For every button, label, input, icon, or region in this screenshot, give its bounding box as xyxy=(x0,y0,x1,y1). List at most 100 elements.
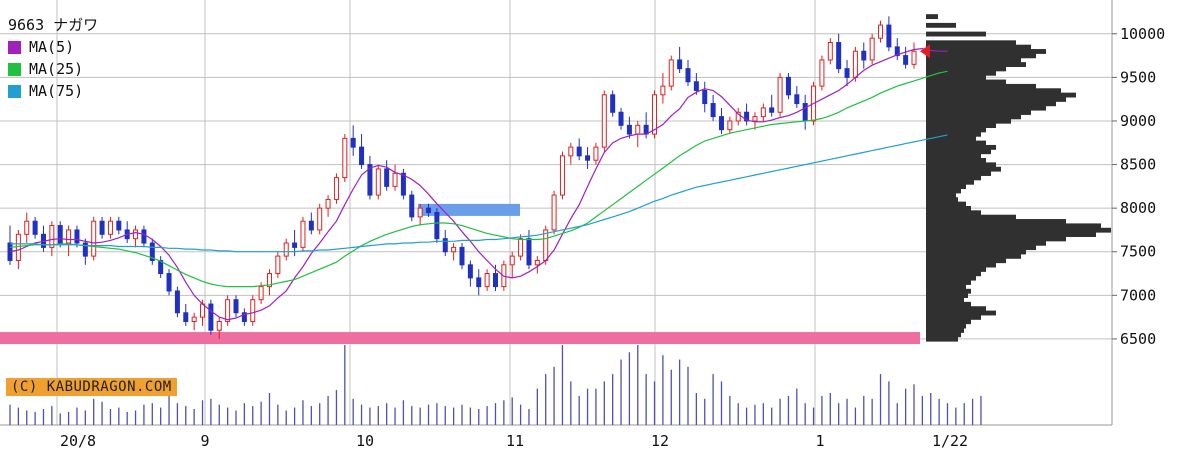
profile-bar xyxy=(926,118,1011,124)
candle-down xyxy=(886,24,892,48)
candle-up xyxy=(551,194,557,231)
volume-bars xyxy=(9,345,982,425)
candle-down xyxy=(158,259,164,275)
profile-bar xyxy=(926,245,1036,251)
legend-label: MA(75) xyxy=(29,82,84,100)
x-tick-label: 20/8 xyxy=(60,432,96,450)
candle-up xyxy=(819,59,825,87)
profile-bar xyxy=(926,301,971,307)
profile-bar xyxy=(926,131,981,137)
profile-bar xyxy=(926,92,1076,98)
y-tick-label: 10000 xyxy=(1120,25,1165,43)
candle-down xyxy=(116,220,122,231)
candle-down xyxy=(844,68,850,78)
candle-down xyxy=(718,116,724,131)
candle-down xyxy=(367,164,373,196)
candle-up xyxy=(777,76,783,113)
candle-down xyxy=(585,155,591,161)
candle-down xyxy=(785,76,791,96)
candle-up xyxy=(509,255,515,266)
candle-down xyxy=(702,89,708,105)
candle-down xyxy=(350,137,356,148)
candle-down xyxy=(685,68,691,83)
y-tick-label: 9500 xyxy=(1120,68,1156,86)
y-tick-label: 9000 xyxy=(1120,112,1156,130)
profile-bar xyxy=(926,306,986,312)
candle-up xyxy=(417,207,423,218)
candle-down xyxy=(174,290,180,314)
candle-down xyxy=(618,111,624,126)
profile-bar xyxy=(926,123,996,129)
moving-average-lines xyxy=(9,47,948,321)
candle-up xyxy=(107,220,113,235)
profile-bar xyxy=(926,57,1021,63)
y-tick-label: 7000 xyxy=(1120,286,1156,304)
profile-bar xyxy=(926,332,961,338)
volume-profile xyxy=(926,14,1111,342)
profile-bar xyxy=(926,219,1066,224)
candle-up xyxy=(317,207,323,231)
ma75-swatch xyxy=(8,84,21,98)
profile-bar xyxy=(926,149,991,155)
profile-bar xyxy=(926,253,1021,259)
profile-bar xyxy=(926,336,958,342)
candle-up xyxy=(15,233,21,261)
profile-bar xyxy=(926,240,1046,246)
ma25-line xyxy=(9,70,948,288)
profile-bar xyxy=(926,223,1101,229)
ma75-line xyxy=(10,134,948,253)
candle-up xyxy=(635,124,641,135)
profile-bar xyxy=(926,127,986,133)
candle-down xyxy=(492,273,498,288)
candle-up xyxy=(250,299,256,322)
candle-down xyxy=(476,277,482,288)
profile-bar xyxy=(926,175,981,181)
candle-down xyxy=(400,172,406,196)
candle-up xyxy=(266,273,272,288)
price-arrow xyxy=(920,44,930,59)
candle-down xyxy=(693,81,699,91)
profile-bar xyxy=(926,53,1036,59)
x-tick-label: 9 xyxy=(200,432,209,450)
profile-bar xyxy=(926,310,996,316)
candle-down xyxy=(384,168,390,187)
x-tick-label: 1 xyxy=(815,432,824,450)
profile-bar xyxy=(926,44,1031,50)
candle-up xyxy=(869,37,875,61)
profile-bar xyxy=(926,284,966,290)
ma5-line xyxy=(9,47,948,321)
profile-bar xyxy=(926,297,964,303)
candle-up xyxy=(225,299,231,322)
profile-bar xyxy=(926,144,996,150)
candle-up xyxy=(333,177,339,200)
candle-up xyxy=(375,168,381,196)
profile-bar xyxy=(926,179,974,185)
candle-down xyxy=(409,194,415,218)
y-tick-label: 7500 xyxy=(1120,243,1156,261)
profile-bar xyxy=(926,66,1006,72)
candle-up xyxy=(568,146,574,157)
candle-up xyxy=(559,155,565,196)
copyright-label: (C) KABUDRAGON.COM xyxy=(6,378,177,396)
profile-bar xyxy=(926,88,1061,94)
candle-down xyxy=(894,46,900,57)
profile-bar xyxy=(926,293,968,299)
profile-bar xyxy=(926,319,971,325)
candle-down xyxy=(208,303,214,331)
candle-up xyxy=(300,220,306,248)
candle-down xyxy=(442,238,448,253)
candle-down xyxy=(149,242,155,261)
profile-bar xyxy=(926,70,996,76)
y-tick-label: 8500 xyxy=(1120,156,1156,174)
profile-bar xyxy=(926,184,966,190)
profile-bar xyxy=(926,31,986,37)
resistance-band xyxy=(418,203,520,216)
candle-down xyxy=(903,55,909,65)
candle-up xyxy=(24,220,30,235)
candle-up xyxy=(484,273,490,288)
candle-down xyxy=(74,229,80,244)
profile-bar xyxy=(926,136,976,142)
candle-up xyxy=(911,50,917,65)
y-tick-label: 8000 xyxy=(1120,199,1156,217)
